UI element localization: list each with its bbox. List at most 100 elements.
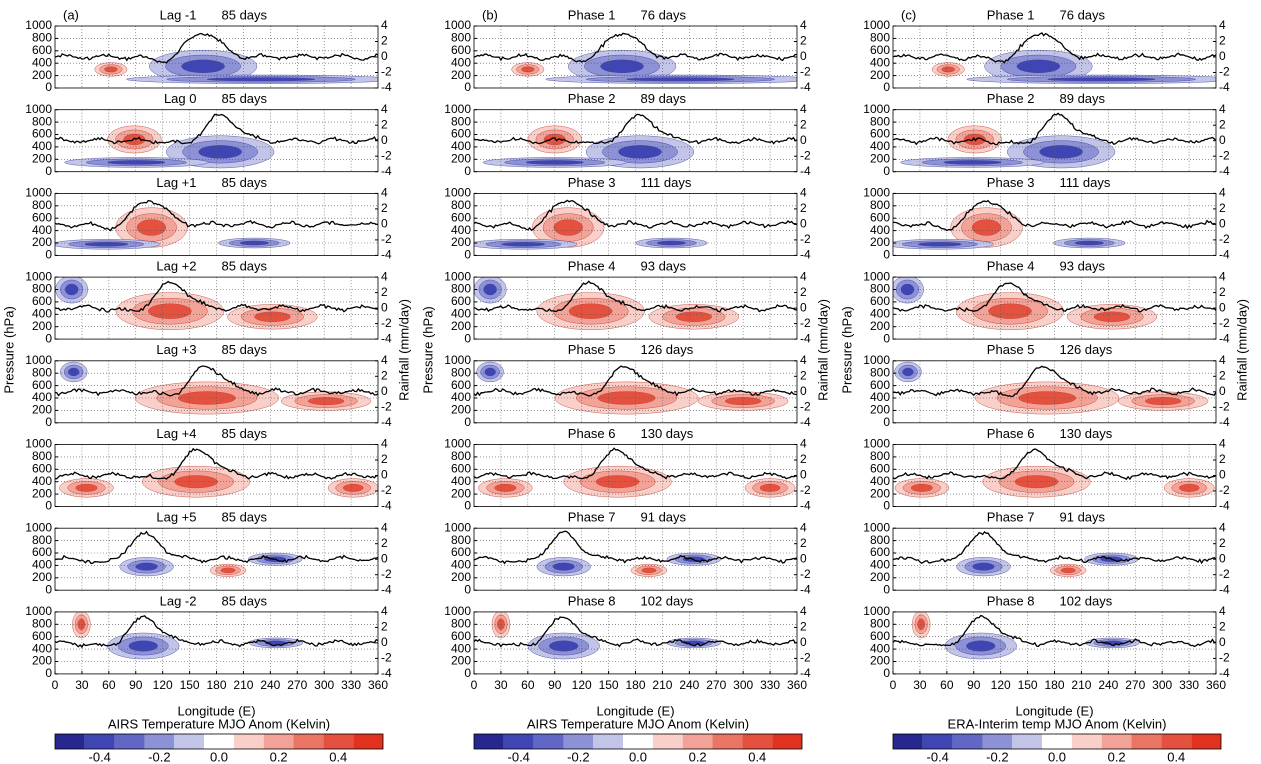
y-tick-label: 1000	[444, 269, 471, 283]
panel-title: Phase 3	[568, 175, 616, 190]
colorbar-swatch	[1012, 734, 1043, 749]
panel-body	[55, 444, 378, 507]
panel-days: 102 days	[641, 593, 694, 608]
y-tick-label: 800	[32, 198, 52, 212]
y2-tick-label: 4	[1219, 18, 1226, 32]
y2-tick-label: 2	[381, 201, 388, 215]
x-tick-label: 30	[75, 678, 89, 692]
y2-tick-label: -2	[1219, 148, 1230, 162]
y2-tick-label: 4	[800, 604, 807, 618]
x-tick-label: 120	[153, 678, 173, 692]
y2-tick-label: 4	[381, 186, 388, 200]
y-tick-label: 800	[451, 533, 471, 547]
panel-days: 126 days	[641, 342, 694, 357]
y-tick-label: 1000	[444, 520, 471, 534]
colorbar-tick-label: -0.2	[148, 749, 170, 764]
y-tick-label: 0	[883, 582, 890, 596]
y-tick-label: 200	[32, 319, 52, 333]
y2-tick-label: 0	[1219, 635, 1226, 649]
y2-tick-label: 4	[381, 437, 388, 451]
x-tick-label: 0	[52, 678, 59, 692]
contour-fill	[1014, 475, 1059, 489]
panel-days: 91 days	[1060, 510, 1106, 525]
y2-tick-label: 2	[381, 536, 388, 550]
y2-tick-label: 4	[800, 353, 807, 367]
y-tick-label: 600	[451, 629, 471, 643]
y-tick-label: 800	[32, 31, 52, 45]
rainfall-line	[474, 280, 797, 313]
contour-fill	[75, 483, 98, 492]
colorbar-swatch	[263, 734, 294, 749]
y2-tick-label: 4	[381, 520, 388, 534]
y2-tick-label: 2	[800, 452, 807, 466]
colorbar-swatch	[922, 734, 953, 749]
contour-fill	[568, 303, 613, 319]
colorbar-tick-label: 0.2	[689, 749, 707, 764]
y2-tick-label: -4	[1219, 666, 1230, 680]
y2-tick-label: 2	[1219, 34, 1226, 48]
contour-fill	[918, 242, 962, 247]
y-tick-label: 0	[45, 248, 52, 262]
colorbar-tick-label: 0.4	[748, 749, 766, 764]
contour-fill	[107, 160, 166, 165]
y-tick-label: 1000	[863, 186, 890, 200]
colorbar-swatch	[1191, 734, 1221, 749]
y2-tick-label: -2	[1219, 651, 1230, 665]
contour-fill	[943, 160, 1002, 165]
y2-tick-label: 2	[800, 620, 807, 634]
contour-fill	[675, 311, 712, 322]
y2-tick-label: 0	[1219, 217, 1226, 231]
y-tick-label: 1000	[25, 437, 52, 451]
y2-tick-label: 0	[800, 551, 807, 565]
y2-tick-label: -4	[1219, 164, 1230, 178]
y-tick-label: 200	[451, 486, 471, 500]
colorbar-swatch	[1042, 734, 1072, 749]
y2-tick-label: 0	[381, 468, 388, 482]
y-tick-label: 400	[870, 474, 890, 488]
panel-title: Phase 3	[987, 175, 1035, 190]
colorbar-swatch	[323, 734, 354, 749]
y-tick-label: 1000	[444, 186, 471, 200]
rainfall-line	[893, 365, 1216, 398]
x-tick-label: 60	[521, 678, 535, 692]
rainfall-line	[55, 280, 378, 313]
y-tick-label: 800	[32, 282, 52, 296]
panel-label: (b)	[482, 7, 498, 22]
contour-fill	[220, 567, 236, 574]
contour-fill	[626, 77, 735, 82]
contour-fill	[207, 77, 316, 82]
panel-body	[893, 611, 1216, 674]
y2-tick-label: -4	[800, 80, 811, 94]
y2-tick-label: -4	[800, 248, 811, 262]
contour-fill	[1179, 483, 1200, 492]
y-tick-label: 600	[870, 210, 890, 224]
colorbar-swatch	[503, 734, 534, 749]
y-tick-label: 0	[464, 415, 471, 429]
y-tick-label: 400	[870, 55, 890, 69]
y-tick-label: 1000	[25, 520, 52, 534]
panel-days: 85 days	[222, 91, 268, 106]
y-tick-label: 600	[32, 545, 52, 559]
panel-body	[474, 193, 797, 256]
panel-body	[893, 109, 1216, 172]
y-tick-label: 200	[451, 319, 471, 333]
y-tick-label: 400	[32, 55, 52, 69]
colorbar-tick-label: -0.2	[986, 749, 1008, 764]
contour-fill	[484, 367, 496, 377]
panel-days: 85 days	[222, 342, 268, 357]
y2-tick-label: 0	[800, 217, 807, 231]
colorbar-swatch	[144, 734, 175, 749]
y2-tick-label: 0	[381, 49, 388, 63]
contour-fill	[123, 133, 146, 146]
y-tick-label: 800	[870, 449, 890, 463]
contour-fill	[181, 59, 225, 73]
y2-tick-label: 4	[1219, 604, 1226, 618]
y2-tick-label: -4	[381, 499, 392, 513]
contour-fill	[618, 145, 662, 159]
colorbar-swatch	[593, 734, 624, 749]
y2-tick-label: 4	[800, 437, 807, 451]
